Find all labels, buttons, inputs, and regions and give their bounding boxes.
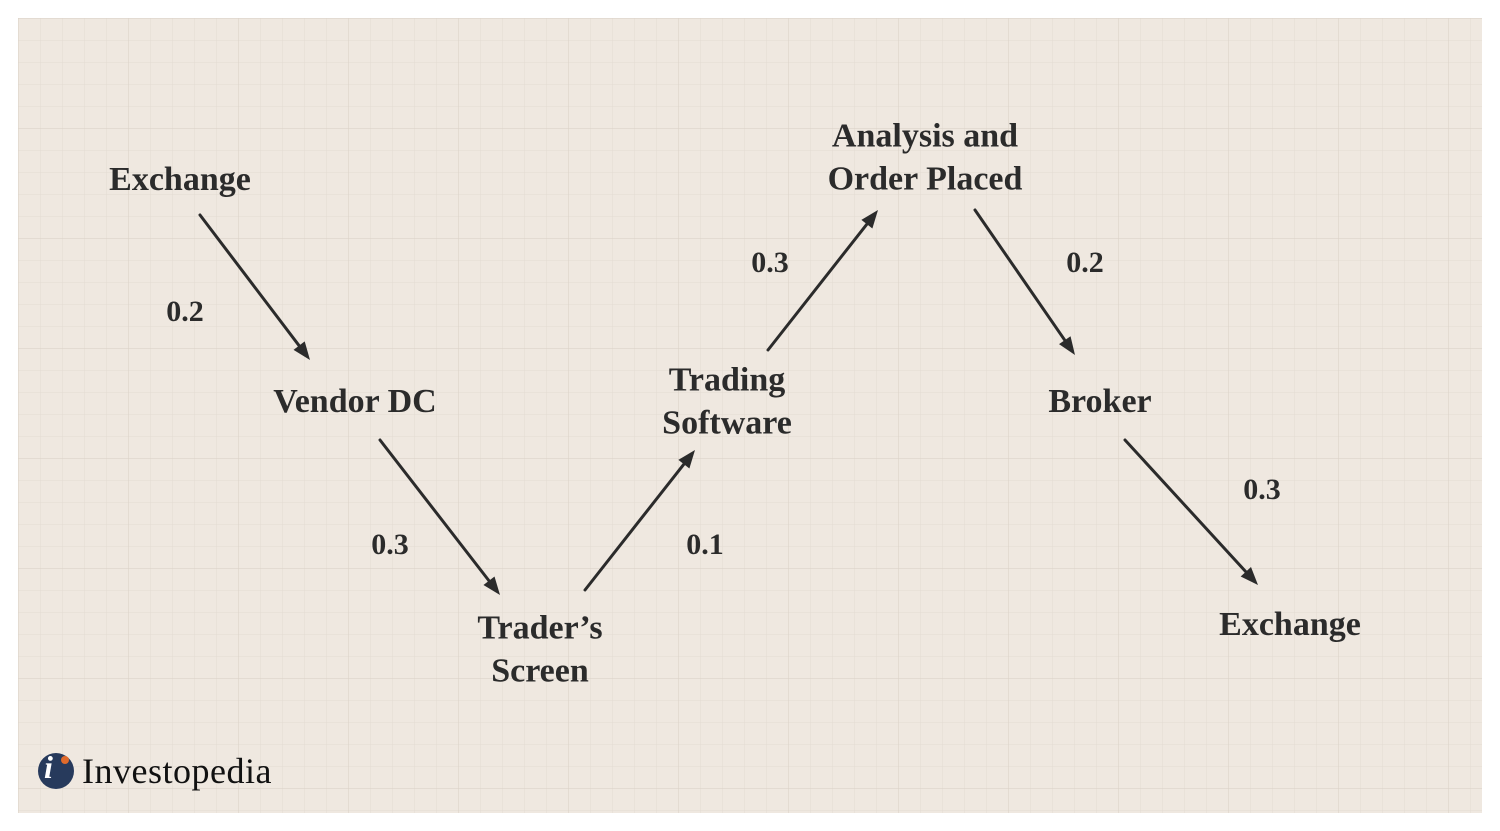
- diagram-canvas: Exchange Vendor DC Trader’s Screen Trading …: [0, 0, 1500, 831]
- edge-label-vendor-trader: 0.3: [371, 528, 409, 562]
- node-vendor: Vendor DC: [273, 381, 436, 424]
- node-broker: Broker: [1048, 381, 1151, 424]
- node-exchange2: Exchange: [1219, 604, 1361, 647]
- node-exchange1: Exchange: [109, 159, 251, 202]
- brand-text: Investopedia: [82, 750, 272, 792]
- edge-label-software-analysis: 0.3: [751, 246, 789, 280]
- edge-label-analysis-broker: 0.2: [1066, 246, 1104, 280]
- node-software: Trading Software: [662, 360, 792, 445]
- brand-investopedia: i Investopedia: [38, 750, 272, 792]
- investopedia-logo-icon: i: [38, 753, 74, 789]
- node-trader: Trader’s Screen: [477, 608, 602, 693]
- edge-label-broker-exchange2: 0.3: [1243, 473, 1281, 507]
- edge-label-trader-software: 0.1: [686, 528, 724, 562]
- node-analysis: Analysis and Order Placed: [828, 116, 1023, 201]
- edge-label-exchange1-vendor: 0.2: [166, 295, 204, 329]
